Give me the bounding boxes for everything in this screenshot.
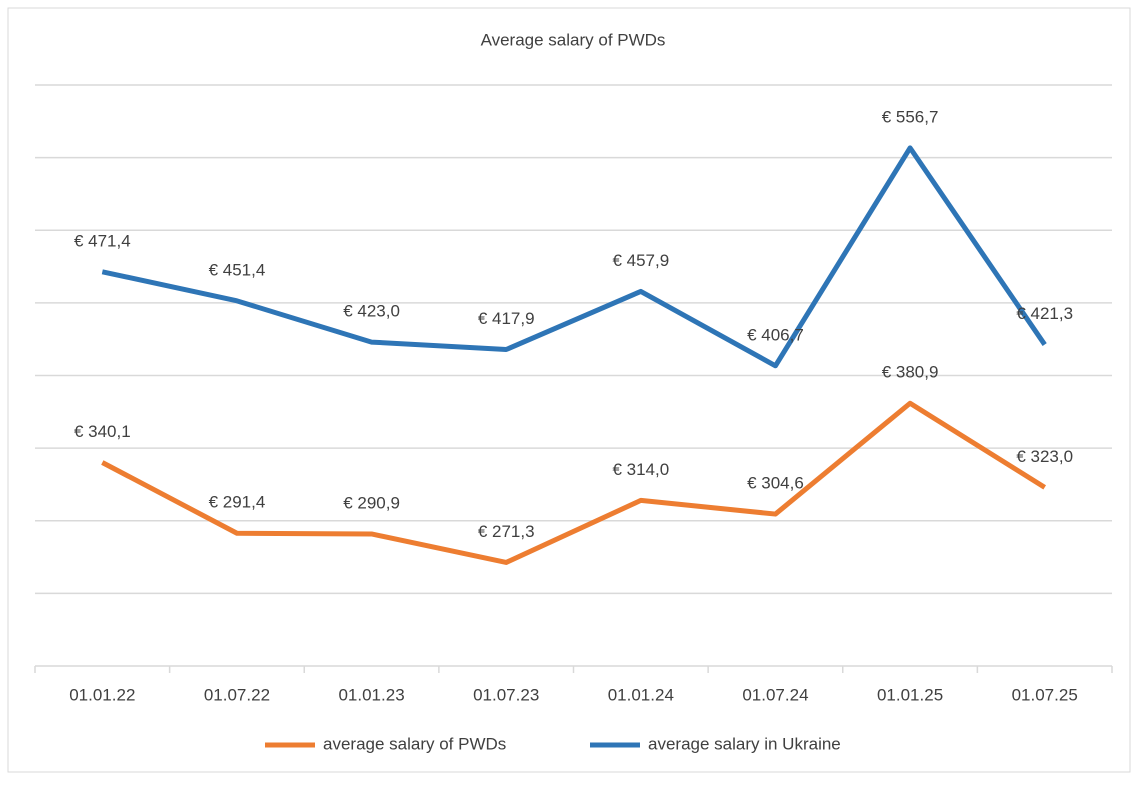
data-label: € 380,9 (882, 363, 939, 382)
chart-title: Average salary of PWDs (481, 30, 666, 49)
data-label: € 291,4 (209, 493, 266, 512)
data-label: € 451,4 (209, 260, 266, 279)
data-label: € 271,3 (478, 522, 535, 541)
x-tick-label: 01.01.23 (338, 685, 404, 704)
data-label: € 314,0 (612, 460, 669, 479)
data-label: € 417,9 (478, 309, 535, 328)
legend-label: average salary of PWDs (323, 734, 506, 753)
data-label: € 406,7 (747, 325, 804, 344)
data-label: € 323,0 (1016, 447, 1073, 466)
x-tick-label: 01.01.25 (877, 685, 943, 704)
x-tick-label: 01.07.25 (1012, 685, 1078, 704)
data-label: € 340,1 (74, 422, 131, 441)
series-line (101, 145, 1047, 369)
data-label: € 423,0 (343, 302, 400, 321)
x-tick-label: 01.01.24 (608, 685, 674, 704)
legend-label: average salary in Ukraine (648, 734, 841, 753)
data-label: € 290,9 (343, 493, 400, 512)
x-tick-label: 01.01.22 (69, 685, 135, 704)
series-line (101, 400, 1047, 565)
data-label: € 457,9 (612, 251, 669, 270)
x-tick-label: 01.07.23 (473, 685, 539, 704)
x-tick-label: 01.07.22 (204, 685, 270, 704)
chart-border (7, 7, 1131, 773)
data-label: € 421,3 (1016, 304, 1073, 323)
data-label: € 304,6 (747, 474, 804, 493)
data-label: € 556,7 (882, 107, 939, 126)
x-tick-label: 01.07.24 (742, 685, 808, 704)
data-label: € 471,4 (74, 231, 131, 250)
